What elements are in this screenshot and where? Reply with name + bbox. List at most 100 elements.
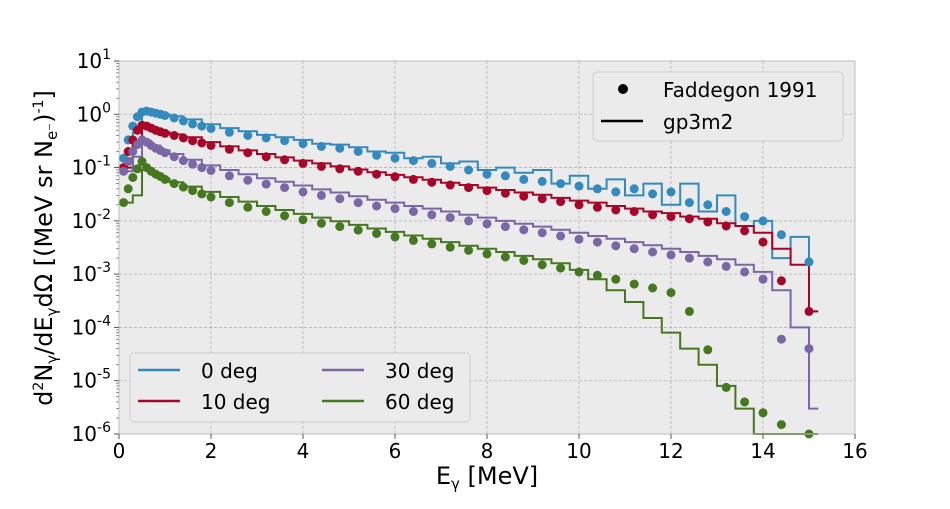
y-tick-label: 10-3 [72,260,111,286]
x-tick-label: 2 [205,439,218,463]
data-point-1 [648,210,658,220]
data-point-3 [519,256,529,265]
data-point-3 [119,198,129,208]
data-point-3 [629,279,639,289]
x-tick-label: 12 [658,439,683,463]
data-point-3 [684,306,694,316]
data-point-0 [648,189,658,199]
data-point-2 [500,222,510,232]
data-point-0 [776,230,786,240]
data-point-2 [390,204,400,214]
y-tick-label: 10-1 [72,154,111,180]
data-point-2 [464,216,474,226]
data-point-1 [298,158,308,168]
data-point-0 [408,156,418,166]
style-legend: Faddegon 1991 gp3m2 [592,71,844,142]
data-point-0 [464,165,474,175]
data-point-1 [261,152,271,162]
data-point-0 [758,216,768,226]
data-point-2 [119,166,129,176]
data-point-2 [335,194,345,204]
data-point-3 [758,408,768,418]
y-axis-label: d2Nγ/dEγdΩ [(MeV sr Ne⁻)-1] [30,90,61,406]
data-point-1 [224,144,234,154]
data-point-0 [197,121,207,131]
data-point-1 [427,177,437,187]
data-point-1 [629,207,639,216]
data-point-2 [243,175,253,185]
data-point-1 [169,131,179,140]
y-tick-label: 10-6 [72,420,112,446]
y-tick-label: 101 [77,47,111,73]
style-legend-box [592,71,844,142]
data-point-0 [280,136,290,146]
data-point-2 [427,210,437,220]
data-point-1 [390,172,400,182]
data-point-2 [123,157,133,166]
data-point-3 [298,215,308,225]
data-point-1 [804,306,814,316]
data-point-1 [316,161,326,171]
data-point-1 [703,217,713,227]
sim-line-2 [123,139,819,410]
data-point-1 [592,202,602,212]
data-point-0 [629,184,639,194]
y-tick-label: 100 [77,100,111,126]
data-point-1 [611,205,621,215]
data-point-1 [519,191,529,201]
data-point-0 [703,200,713,210]
x-tick-label: 10 [566,439,591,463]
data-point-3 [224,198,234,208]
data-point-3 [703,345,713,355]
x-tick-label: 14 [750,439,775,463]
data-point-3 [776,420,786,430]
data-point-0 [224,127,234,137]
data-point-0 [243,131,253,140]
data-point-0 [721,207,731,216]
data-point-3 [335,222,345,232]
data-point-3 [427,239,437,249]
data-point-1 [243,148,253,158]
data-point-3 [648,283,658,293]
data-point-3 [128,173,138,182]
data-point-2 [188,159,198,169]
data-point-3 [188,186,198,196]
data-point-1 [197,138,207,148]
data-point-2 [445,213,455,223]
data-point-2 [482,219,492,229]
data-point-2 [592,237,602,247]
data-point-3 [574,267,584,277]
data-point-1 [482,186,492,196]
x-axis-label: Eγ [MeV] [436,462,538,493]
data-point-0 [556,179,566,189]
data-point-0 [390,153,400,163]
data-point-2 [206,166,216,175]
series-legend-0deg: 0 deg [201,359,258,383]
data-point-3 [132,164,142,174]
data-point-3 [611,274,621,284]
data-point-3 [169,179,179,189]
data-point-2 [280,183,290,193]
y-tick-label: 10-5 [72,367,111,393]
data-point-3 [500,252,510,262]
data-point-0 [427,158,437,168]
data-point-3 [372,229,382,238]
data-point-1 [500,188,510,198]
data-point-1 [353,166,363,176]
y-tick-labels: 10-6 10-5 10-4 10-3 10-2 10-1 100 101 [72,47,119,446]
data-point-1 [280,155,290,165]
data-point-3 [408,235,418,245]
data-point-3 [316,218,326,228]
series-legend-30deg: 30 deg [385,359,455,383]
data-point-2 [537,228,547,238]
data-point-0 [206,124,216,133]
data-point-0 [169,113,179,123]
data-point-1 [372,169,382,179]
data-point-3 [666,288,676,298]
data-point-2 [224,171,234,181]
data-point-1 [445,180,455,190]
data-point-2 [298,187,308,197]
data-point-2 [648,247,658,257]
data-point-2 [261,179,271,189]
